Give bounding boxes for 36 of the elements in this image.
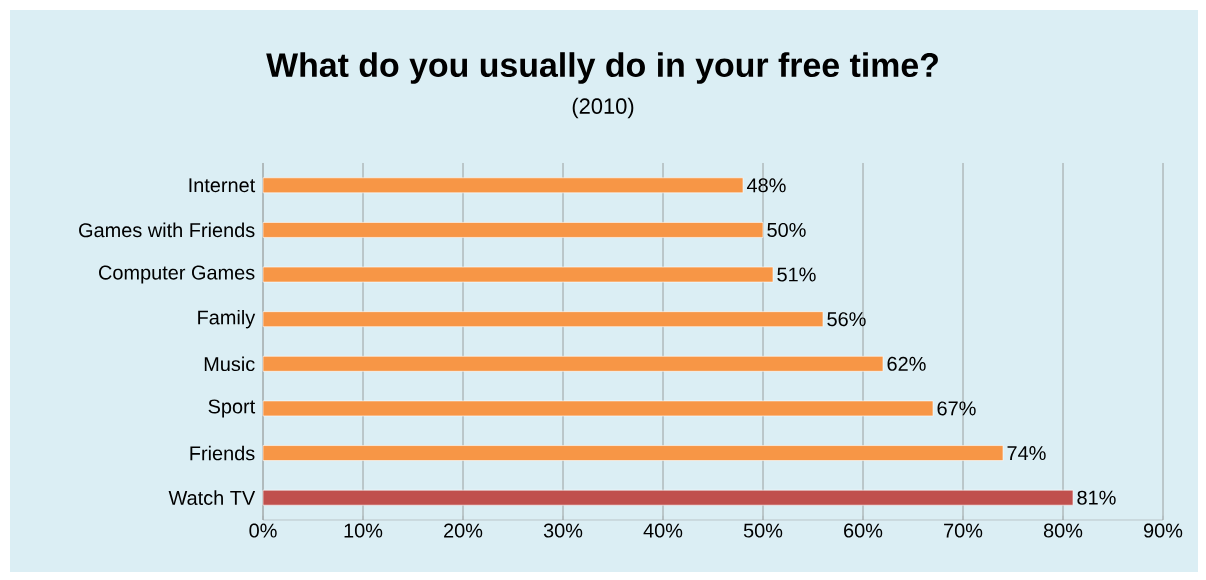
data-label: 50% xyxy=(767,222,806,237)
x-tick-label: 10% xyxy=(344,523,383,538)
chart-title: What do you usually do in your free time? xyxy=(266,52,938,84)
bar xyxy=(262,445,1004,461)
bar xyxy=(262,489,1074,506)
x-tick-label: 50% xyxy=(743,523,783,538)
bar xyxy=(262,266,774,283)
y-tick-label: Friends xyxy=(190,445,255,461)
chart-subtitle: (2010) xyxy=(572,97,634,119)
x-tick-label: 20% xyxy=(444,523,483,538)
x-tick-label: 30% xyxy=(543,523,583,538)
y-tick-label: Music xyxy=(204,356,255,372)
bar xyxy=(262,400,934,417)
bar xyxy=(262,177,744,194)
data-label: 48% xyxy=(746,178,786,193)
data-label: 74% xyxy=(1007,446,1046,461)
y-tick-label: Family xyxy=(198,309,256,329)
y-tick-label: Watch TV xyxy=(168,490,256,505)
x-tick-label: 70% xyxy=(944,523,983,538)
data-label: 56% xyxy=(827,312,866,327)
x-tick-label: 40% xyxy=(643,523,683,538)
y-tick-label: Games with Friends xyxy=(79,222,255,238)
y-tick-label: Sport xyxy=(208,399,256,418)
bar xyxy=(262,356,884,372)
y-tick-label: Computer Games xyxy=(99,265,255,284)
y-tick-label: Internet xyxy=(189,178,256,193)
data-label: 67% xyxy=(937,401,976,416)
x-tick-label: 60% xyxy=(844,523,883,538)
x-tick-label: 80% xyxy=(1043,523,1083,538)
x-tick-label: 90% xyxy=(1144,523,1183,538)
bar xyxy=(262,222,764,238)
data-label: 51% xyxy=(777,267,816,282)
bar xyxy=(262,311,824,327)
data-label: 62% xyxy=(887,356,926,371)
x-tick-label: 0% xyxy=(249,523,277,538)
data-label: 81% xyxy=(1077,490,1116,505)
